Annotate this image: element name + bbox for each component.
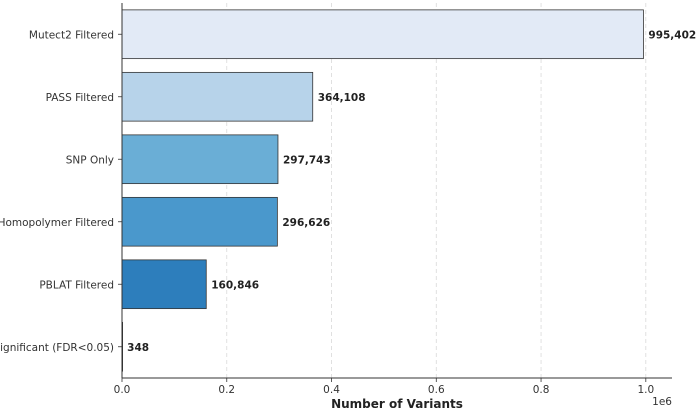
category-label: SNP Only xyxy=(66,154,114,166)
value-label: 995,402 xyxy=(648,29,696,41)
x-axis-offset-label: 1e6 xyxy=(652,396,672,408)
category-label: Significant (FDR<0.05) xyxy=(0,342,114,354)
bar xyxy=(121,134,279,185)
value-label: 348 xyxy=(127,342,149,354)
value-label: 296,626 xyxy=(282,217,330,229)
x-tick-label: 0.2 xyxy=(218,384,235,396)
x-tick-label: 0.8 xyxy=(533,384,550,396)
x-tick-label: 0.4 xyxy=(323,384,340,396)
value-label: 364,108 xyxy=(318,92,366,104)
x-tick-label: 0.0 xyxy=(114,384,131,396)
bar xyxy=(121,259,207,310)
gridlines xyxy=(226,3,647,378)
bar xyxy=(121,71,314,122)
value-label: 160,846 xyxy=(211,279,259,291)
axes: 0.0 0.2 0.4 0.6 0.8 1.0 Mutect2 Filtered PASS F… xyxy=(0,3,672,396)
x-tick-label: 0.6 xyxy=(428,384,445,396)
bar xyxy=(121,196,278,247)
category-label: PBLAT Filtered xyxy=(39,279,114,291)
category-label: Homopolymer Filtered xyxy=(0,217,114,229)
value-label: 297,743 xyxy=(283,154,331,166)
category-label: Mutect2 Filtered xyxy=(29,29,114,41)
category-label: PASS Filtered xyxy=(46,92,114,104)
bar xyxy=(121,9,644,60)
x-axis-title: Number of Variants xyxy=(331,397,463,411)
x-tick-label: 1.0 xyxy=(637,384,654,396)
bars: 995,402 364,108 297,743 296,626 160,846 348 xyxy=(121,9,696,372)
